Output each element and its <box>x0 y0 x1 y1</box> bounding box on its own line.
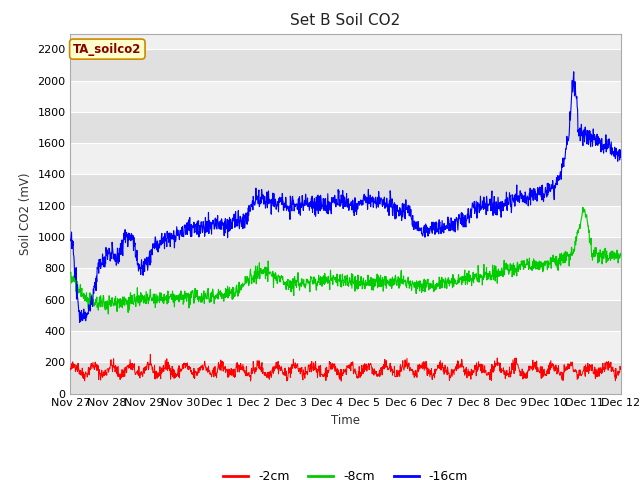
Title: Set B Soil CO2: Set B Soil CO2 <box>291 13 401 28</box>
Bar <box>70 174 621 206</box>
Text: TA_soilco2: TA_soilco2 <box>73 43 141 56</box>
Y-axis label: Soil CO2 (mV): Soil CO2 (mV) <box>19 172 32 255</box>
Bar <box>70 300 621 331</box>
Legend: -2cm, -8cm, -16cm: -2cm, -8cm, -16cm <box>218 465 473 480</box>
X-axis label: Time: Time <box>331 414 360 427</box>
Bar <box>70 237 621 268</box>
Bar <box>70 112 621 143</box>
Bar <box>70 362 621 394</box>
Bar <box>70 49 621 81</box>
